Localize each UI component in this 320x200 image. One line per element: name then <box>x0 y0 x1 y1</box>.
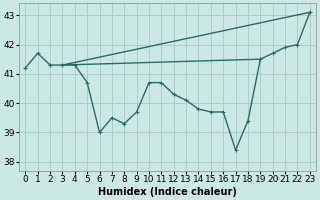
X-axis label: Humidex (Indice chaleur): Humidex (Indice chaleur) <box>98 187 237 197</box>
